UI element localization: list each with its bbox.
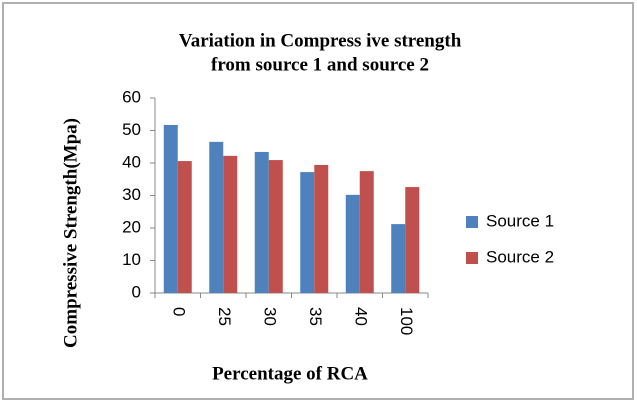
bar xyxy=(209,141,224,293)
y-tick-label: 60 xyxy=(122,87,141,106)
bar xyxy=(391,224,406,293)
x-tick-label: 25 xyxy=(215,307,234,326)
x-tick-label: 40 xyxy=(351,307,370,326)
y-axis-label: Compressive Strength(Mpa) xyxy=(60,118,81,348)
y-tick-label: 20 xyxy=(122,217,141,236)
bar xyxy=(268,160,283,293)
bar xyxy=(177,161,192,293)
y-tick-label: 40 xyxy=(122,152,141,171)
x-tick-label: 100 xyxy=(397,307,416,335)
legend-swatch xyxy=(466,216,478,228)
legend-swatch xyxy=(466,252,478,264)
bar xyxy=(345,194,360,293)
bar xyxy=(300,172,315,293)
bar xyxy=(359,171,374,293)
y-tick-label: 30 xyxy=(122,185,141,204)
y-tick-label: 50 xyxy=(122,120,141,139)
bar xyxy=(223,155,238,293)
x-tick-label: 0 xyxy=(169,307,188,316)
chart-title: from source 1 and source 2 xyxy=(211,54,429,75)
x-tick-label: 35 xyxy=(306,307,325,326)
bar xyxy=(405,187,420,293)
y-tick-label: 10 xyxy=(122,250,141,269)
legend-label: Source 1 xyxy=(486,211,554,230)
y-tick-label: 0 xyxy=(132,282,141,301)
legend-label: Source 2 xyxy=(486,247,554,266)
bar xyxy=(254,151,269,293)
x-tick-label: 30 xyxy=(260,307,279,326)
chart-title: Variation in Compress ive strength xyxy=(179,30,462,51)
bar xyxy=(314,164,329,293)
x-axis-label: Percentage of RCA xyxy=(212,363,368,384)
bar xyxy=(163,124,178,293)
